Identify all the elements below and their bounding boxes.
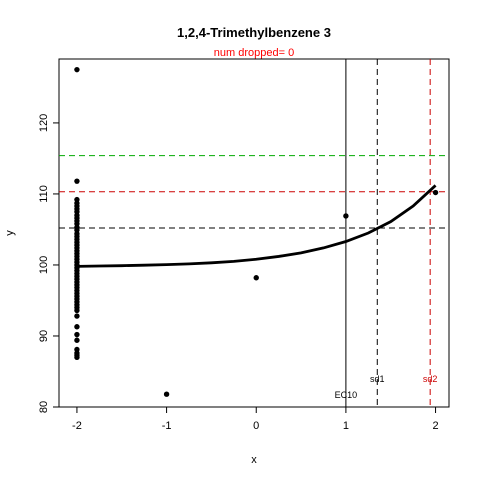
x-tick-label: 2 (432, 420, 438, 432)
data-point (74, 324, 80, 330)
data-point (343, 213, 349, 219)
chart-subtitle: num dropped= 0 (214, 47, 294, 59)
x-tick-label: -2 (72, 420, 82, 432)
y-axis-label: y (4, 230, 16, 236)
data-point (163, 391, 170, 397)
data-point (74, 337, 80, 343)
data-point (74, 178, 80, 184)
y-tick-label: 120 (38, 114, 50, 132)
vline-label-ec10: EC10 (335, 390, 358, 400)
data-point (74, 313, 80, 319)
x-tick-label: 1 (343, 420, 349, 432)
y-tick-label: 100 (38, 256, 50, 274)
vline-label-sd1: sd1 (370, 374, 385, 384)
data-point (253, 275, 259, 281)
x-tick-label: 0 (253, 420, 259, 432)
data-point (74, 354, 80, 360)
y-tick-label: 80 (38, 401, 50, 413)
x-axis-label: x (251, 454, 257, 466)
chart-title: 1,2,4-Trimethylbenzene 3 (177, 25, 331, 40)
data-point (74, 66, 80, 73)
fit-curve (76, 184, 437, 268)
data-point (74, 331, 80, 338)
data-point (74, 307, 80, 314)
y-tick-label: 90 (38, 330, 50, 342)
chart-marks: -2 -1 0 1 2 80 90 100 110 120 EC10 sd1 sd2 (38, 59, 449, 432)
data-point (432, 189, 439, 196)
x-tick-label: -1 (162, 420, 172, 432)
vline-label-sd2: sd2 (423, 374, 438, 384)
y-tick-label: 110 (38, 185, 50, 203)
plot-area-frame (58, 58, 450, 408)
